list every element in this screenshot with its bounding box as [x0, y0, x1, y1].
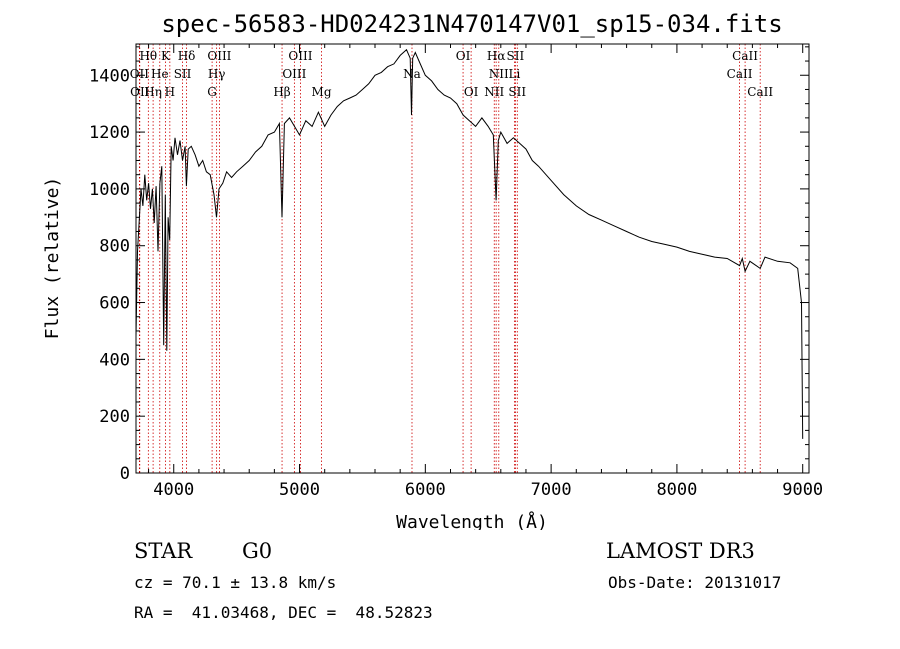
emission-line-label: OIII — [288, 49, 312, 63]
emission-line-label: OI — [464, 85, 479, 99]
emission-line-label: He — [151, 67, 169, 81]
emission-line-label: CaII — [727, 67, 753, 81]
y-tick-label: 600 — [99, 294, 130, 314]
object-subclass: G0 — [242, 539, 273, 563]
emission-line-label: Li — [508, 67, 520, 81]
emission-line-label: SII — [508, 85, 526, 99]
object-class: STAR — [134, 539, 193, 563]
observation-date: Obs-Date: 20131017 — [608, 573, 782, 592]
emission-line-label: G — [207, 85, 217, 99]
emission-line-label: Hδ — [178, 49, 196, 63]
emission-line-label: OIII — [207, 49, 231, 63]
emission-line-label: OI — [456, 49, 471, 63]
emission-line-label: OII — [130, 67, 150, 81]
y-tick-label: 1000 — [89, 180, 130, 200]
emission-line-label: Mg — [312, 85, 332, 99]
emission-line-label: Hη — [144, 85, 162, 99]
emission-line-label: Hα — [487, 49, 506, 63]
redshift-velocity: cz = 70.1 ± 13.8 km/s — [134, 573, 337, 592]
y-tick-label: 0 — [120, 464, 130, 484]
x-tick-label: 7000 — [531, 480, 572, 500]
x-tick-label: 8000 — [656, 480, 697, 500]
x-tick-label: 9000 — [782, 480, 823, 500]
emission-line-label: CaII — [747, 85, 773, 99]
x-axis-label: Wavelength (Å) — [396, 511, 548, 530]
x-tick-label: 6000 — [405, 480, 446, 500]
emission-line-label: Hθ — [139, 49, 157, 63]
emission-line-label: OII — [130, 85, 150, 99]
x-tick-label: 5000 — [279, 480, 320, 500]
emission-line-label: Hβ — [273, 85, 290, 99]
emission-line-markers — [138, 44, 761, 473]
y-axis-label: Flux (relative) — [42, 177, 63, 340]
spectrum-series — [135, 48, 804, 439]
tick-labels: 4000 5000 6000 7000 8000 9000 0 200 400 600 800 100… — [89, 66, 823, 500]
plot-frame — [135, 43, 810, 474]
emission-line-label: SII — [507, 49, 525, 63]
y-tick-label: 800 — [99, 237, 130, 257]
emission-line-label: H — [165, 85, 175, 99]
survey-name: LAMOST DR3 — [606, 539, 755, 563]
chart-title: spec-56583-HD024231N470147V01_sp15-034.f… — [161, 10, 782, 38]
y-tick-label: 1200 — [89, 123, 130, 143]
sky-coordinates: RA = 41.03468, DEC = 48.52823 — [134, 603, 433, 622]
y-tick-label: 200 — [99, 407, 130, 427]
emission-line-label: K — [161, 49, 171, 63]
y-tick-label: 400 — [99, 350, 130, 370]
emission-line-label: NII — [489, 67, 509, 81]
emission-line-label: OIII — [282, 67, 306, 81]
emission-line-label: SII — [174, 67, 192, 81]
emission-line-label: NII — [484, 85, 504, 99]
y-tick-label: 1400 — [89, 66, 130, 86]
spectrum-chart: spec-56583-HD024231N470147V01_sp15-034.f… — [42, 10, 823, 530]
x-tick-label: 4000 — [153, 480, 194, 500]
emission-line-label: Hγ — [208, 67, 226, 81]
axis-ticks — [136, 44, 809, 474]
emission-line-label: CaII — [732, 49, 758, 63]
